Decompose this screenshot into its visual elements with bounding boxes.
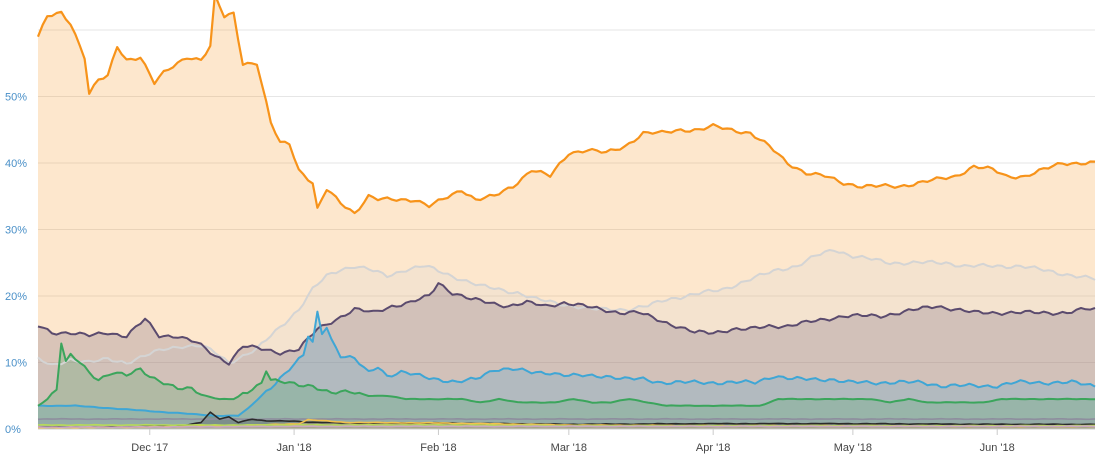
series-line-5	[37, 417, 1096, 421]
y-tick-label: 30%	[5, 225, 27, 237]
x-tick-label: Jan '18	[277, 442, 312, 454]
series-areas	[38, 0, 1095, 429]
y-tick-label: 50%	[5, 92, 27, 104]
x-tick-label: Apr '18	[696, 442, 731, 454]
y-tick-label: 40%	[5, 158, 27, 170]
series-area-2	[38, 283, 1095, 429]
series-area-0	[38, 0, 1095, 429]
series-line-9	[37, 425, 1096, 429]
x-tick-label: May '18	[834, 442, 872, 454]
x-tick-label: Dec '17	[131, 442, 168, 454]
series-line-1	[37, 249, 1096, 366]
x-tick-label: Jun '18	[980, 442, 1015, 454]
series-line-2	[37, 282, 1096, 366]
y-tick-label: 10%	[5, 358, 27, 370]
gridlines	[38, 29, 1095, 430]
x-tick-label: Feb '18	[420, 442, 456, 454]
series-line-0	[36, 0, 1096, 215]
y-tick-label: 20%	[5, 291, 27, 303]
x-tick-label: Mar '18	[551, 442, 587, 454]
series-line-4	[37, 342, 1095, 407]
y-tick-label: 0%	[5, 424, 21, 436]
axes: 0% 10% 20% 30% 40% 50% Dec '17 Jan '18 Feb '18 Ma…	[5, 92, 1095, 454]
series-area-1	[38, 250, 1095, 429]
series-lines	[36, 0, 1096, 429]
series-area-4	[38, 343, 1095, 429]
